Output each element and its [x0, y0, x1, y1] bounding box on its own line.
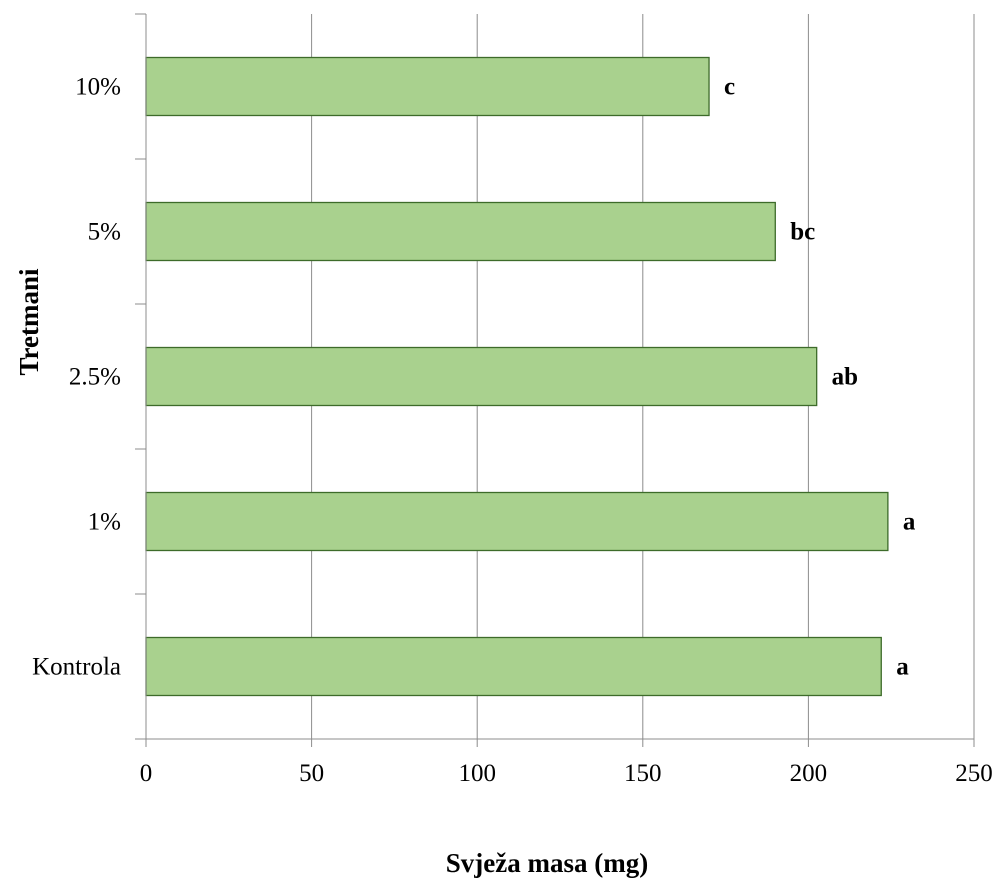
- y-axis-title: Tretmani: [14, 268, 44, 375]
- y-tick-label: 2.5%: [69, 364, 121, 391]
- bar: [145, 636, 882, 697]
- x-tick-label: 0: [140, 760, 153, 787]
- bar: [145, 346, 818, 407]
- bar: [145, 491, 889, 552]
- x-tick-label: 100: [458, 760, 496, 787]
- y-tick-label: 5%: [88, 219, 121, 246]
- bar: [145, 201, 776, 262]
- labels: a Kontrola a 1% ab 2.5% bc 5% c 10% 0 50 100 150 200 25…: [32, 74, 993, 788]
- bar: [145, 56, 710, 117]
- data-label: ab: [832, 364, 858, 391]
- y-tick-label: Kontrola: [32, 654, 121, 681]
- data-label: a: [896, 654, 909, 681]
- axes: [135, 13, 975, 747]
- x-axis-title: Svježa masa (mg): [446, 848, 648, 878]
- data-label: bc: [790, 219, 815, 246]
- y-tick-label: 10%: [75, 74, 121, 101]
- y-tick-label: 1%: [88, 509, 121, 536]
- x-tick-label: 50: [299, 760, 324, 787]
- x-tick-label: 200: [790, 760, 828, 787]
- x-tick-label: 250: [955, 760, 993, 787]
- bars: [145, 56, 889, 697]
- data-label: c: [724, 74, 735, 101]
- data-label: a: [903, 509, 916, 536]
- x-tick-label: 150: [624, 760, 662, 787]
